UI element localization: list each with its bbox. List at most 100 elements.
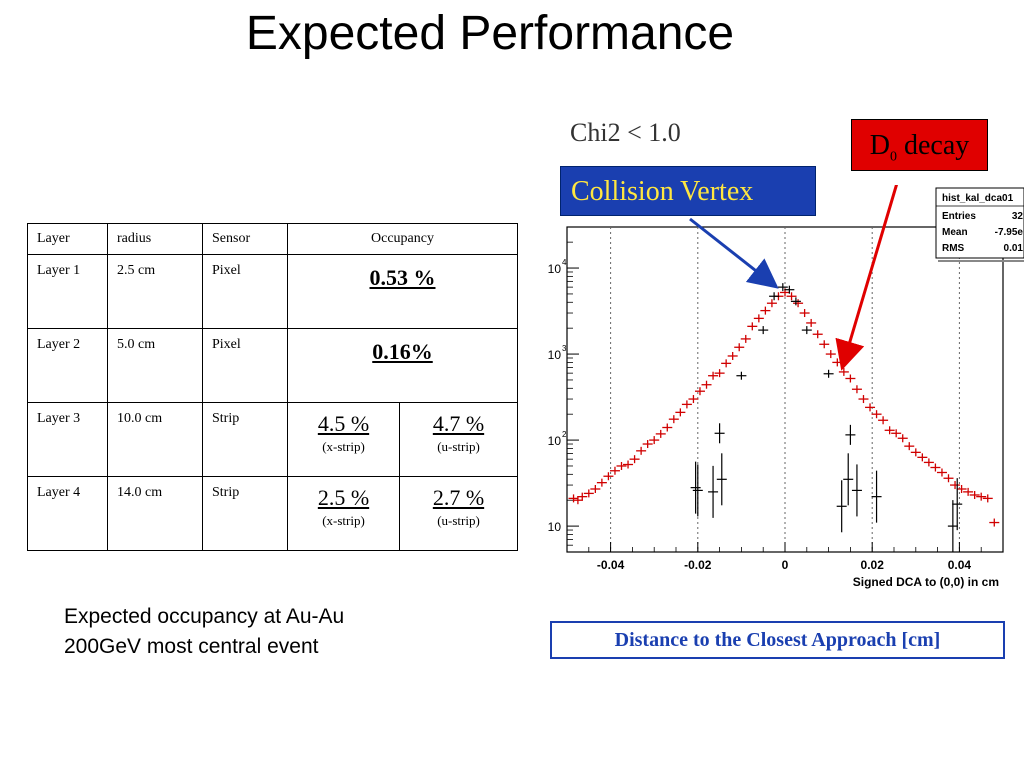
header-sensor: Sensor [202,223,288,255]
stats-row-value: 32 [1012,211,1024,222]
black-data-point [708,465,719,518]
black-data-point [790,297,801,306]
black-data-point [947,500,958,552]
stats-row-label: Entries [942,211,976,222]
black-data-point [871,470,882,523]
red-data-point [923,458,934,467]
black-data-point [692,464,703,517]
red-data-point [753,314,764,323]
row4-u-label: (u-strip) [437,513,480,528]
row1-radius: 2.5 cm [107,254,203,329]
red-data-point [603,472,614,481]
row3-u-value: 4.7 % [432,411,485,436]
red-data-point [917,453,928,462]
red-data-point [930,463,941,472]
collision-vertex-arrow [689,217,779,289]
x-tick-label: 0.04 [948,558,972,572]
red-data-point [963,487,974,496]
red-data-point [568,494,579,503]
red-data-point [734,343,745,352]
row3-sensor: Strip [202,402,288,477]
y-tick-label: 10 [548,348,562,362]
row2-occupancy: 0.16% [287,328,518,403]
red-data-point [786,292,797,301]
row4-occupancy-u: 2.7 % (u-strip) [399,476,518,551]
red-data-point [969,490,980,499]
y-tick-label: 10 [548,262,562,276]
row4-radius: 14.0 cm [107,476,203,551]
red-data-point [799,309,810,318]
row2-radius: 5.0 cm [107,328,203,403]
red-data-point [590,484,601,493]
y-tick-label: 10 [548,434,562,448]
d0-subscript: 0 [889,149,897,165]
collision-vertex-label: Collision Vertex [560,166,816,216]
stats-box-shadow [938,260,1024,262]
black-data-point [736,371,747,380]
occupancy-table: Layer radius Sensor Occupancy Layer 1 2.… [27,223,518,551]
red-data-point [727,351,738,360]
stats-box [935,187,1024,259]
red-data-point [609,466,620,475]
red-data-point [806,318,817,327]
red-data-point [649,436,660,445]
row3-occupancy-x: 4.5 % (x-strip) [287,402,400,477]
red-data-point [681,400,692,409]
row2-layer: Layer 2 [27,328,108,403]
red-data-point [616,461,627,470]
x-tick-label: -0.02 [684,558,712,572]
note-line-1: Expected occupancy at Au-Au [64,605,345,628]
red-data-point [950,481,961,490]
red-data-point [747,322,758,331]
red-data-point [910,448,921,457]
black-data-point [952,478,963,531]
d0-decay-arrow [835,185,899,371]
header-occupancy: Occupancy [287,223,518,255]
table-header-row: Layer radius Sensor Occupancy [27,223,518,255]
red-data-point [623,460,634,469]
y-tick-label: 10 [548,520,562,534]
red-data-point [976,492,987,501]
row3-radius: 10.0 cm [107,402,203,477]
x-tick-label: 0 [782,558,789,572]
row4-x-value: 2.5 % [317,485,370,510]
red-data-point [793,299,804,308]
dca-caption: Distance to the Closest Approach [cm] [550,621,1005,659]
black-data-point [784,285,795,294]
black-data-point [714,423,725,444]
red-data-point [629,455,640,464]
red-data-point [936,468,947,477]
stats-row-label: Mean [942,227,968,238]
stats-row-value: 0.01 [1004,243,1024,254]
row1-layer: Layer 1 [27,254,108,329]
black-data-point [843,453,854,506]
black-data-point [777,283,788,292]
red-data-point [871,410,882,419]
red-data-point [904,442,915,451]
red-data-point [668,415,679,424]
red-data-point [858,395,869,404]
black-data-point [836,480,847,533]
row3-x-label: (x-strip) [322,439,365,454]
red-data-point [891,429,902,438]
red-data-point [865,403,876,412]
header-radius: radius [107,223,203,255]
red-data-point [636,446,647,455]
red-data-point [851,385,862,394]
red-data-point [675,408,686,417]
x-axis-title: Signed DCA to (0,0) in cm [853,575,999,589]
chi2-label: Chi2 < 1.0 [570,118,681,147]
x-tick-label: 0.02 [861,558,885,572]
row2-sensor: Pixel [202,328,288,403]
red-data-point [577,492,588,501]
stats-row-value: -7.95e [995,227,1024,238]
black-data-point [851,464,862,517]
red-data-point [884,426,895,435]
red-data-point [845,374,856,383]
red-data-point [721,359,732,368]
black-data-point [769,292,780,301]
y-tick-exponent: 2 [562,430,567,439]
red-data-point [897,434,908,443]
red-data-point [819,340,830,349]
red-data-point [878,416,889,425]
